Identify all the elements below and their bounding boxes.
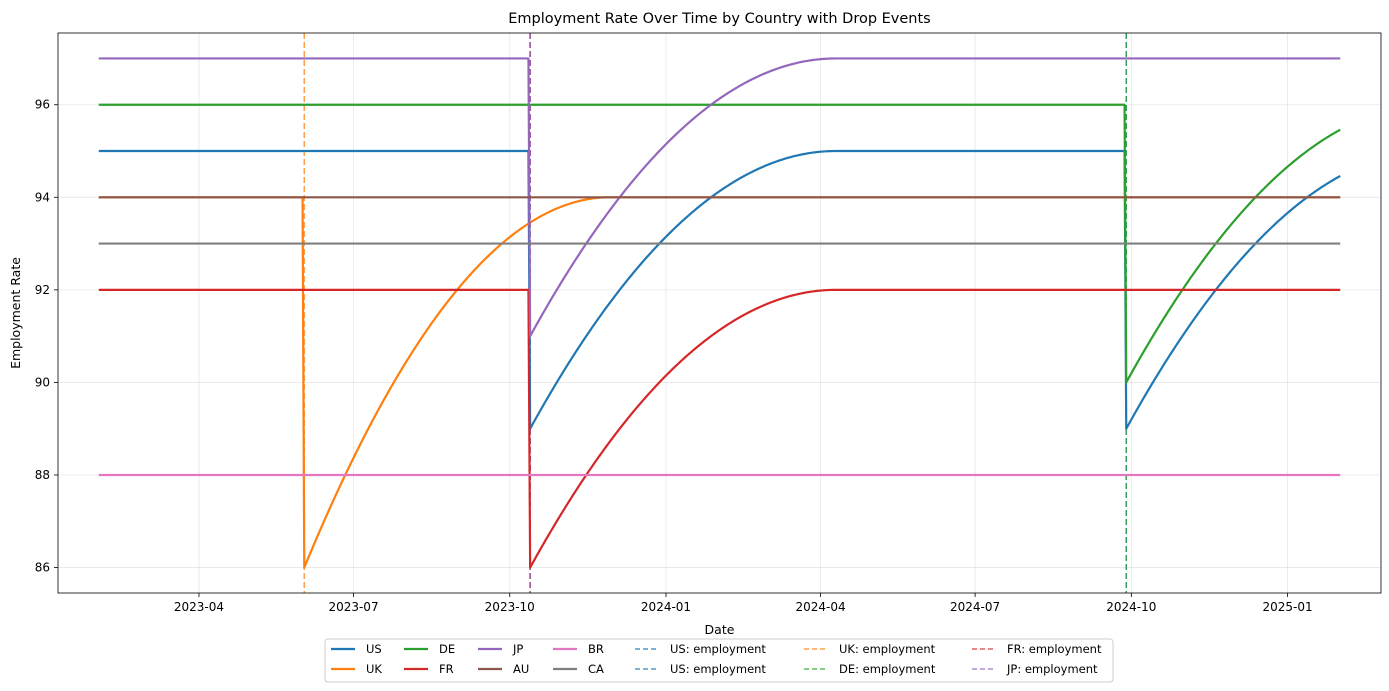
x-axis-ticks: 2023-04 2023-07 2023-10 2024-01 2024-04 2024-…: [174, 593, 1313, 614]
series-line-jp: [98, 57, 1341, 338]
legend-label-ca: CA: [588, 662, 604, 676]
x-tick-label: 2024-10: [1106, 600, 1156, 614]
legend-label-us-employment: US: employment: [670, 662, 766, 676]
legend-label-de-employment: DE: employment: [839, 662, 936, 676]
series-line-us: [98, 149, 1341, 430]
x-tick-label: 2023-10: [485, 600, 535, 614]
y-tick-label: 88: [35, 468, 50, 482]
y-axis-ticks: 86 88 90 92 94 96: [35, 98, 58, 575]
x-tick-label: 2025-01: [1263, 600, 1313, 614]
x-tick-label: 2024-04: [795, 600, 845, 614]
series-lines: [98, 57, 1341, 569]
legend-label-jp-employment: JP: employment: [1006, 662, 1098, 676]
legend-label-fr: FR: [439, 662, 454, 676]
legend-label-uk: UK: [366, 662, 382, 676]
legend: US UK DE FR JP AU BR CA US: employment US: employ…: [324, 638, 1114, 683]
x-tick-label: 2024-07: [950, 600, 1000, 614]
y-tick-label: 92: [35, 283, 50, 297]
legend-label-us: US: [366, 642, 382, 656]
legend-label-us-employment: US: employment: [670, 642, 766, 656]
y-tick-label: 96: [35, 98, 50, 112]
series-line-de: [98, 103, 1341, 384]
legend-label-au: AU: [513, 662, 529, 676]
legend-label-jp: JP: [512, 642, 523, 656]
y-tick-label: 90: [35, 375, 50, 389]
x-axis-label: Date: [705, 622, 735, 637]
y-tick-label: 94: [35, 190, 50, 204]
legend-box: [324, 638, 1114, 683]
y-tick-label: 86: [35, 561, 50, 575]
x-tick-label: 2023-04: [174, 600, 224, 614]
x-tick-label: 2024-01: [641, 600, 691, 614]
y-axis-label: Employment Rate: [8, 257, 23, 369]
legend-label-uk-employment: UK: employment: [839, 642, 936, 656]
legend-label-br: BR: [588, 642, 604, 656]
legend-label-de: DE: [439, 642, 455, 656]
legend-label-fr-employment: FR: employment: [1007, 642, 1102, 656]
x-tick-label: 2023-07: [328, 600, 378, 614]
plot-frame: [57, 32, 1382, 594]
series-line-fr: [98, 288, 1341, 569]
chart-title: Employment Rate Over Time by Country wit…: [508, 11, 931, 27]
